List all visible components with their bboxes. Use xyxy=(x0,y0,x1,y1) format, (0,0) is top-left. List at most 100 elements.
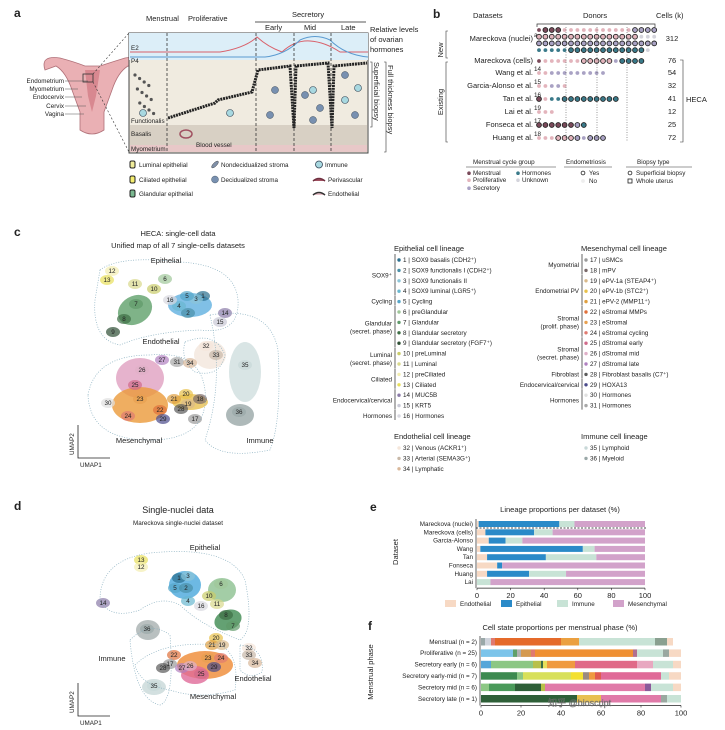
cell-type-name: SOX9 functionalis I (CDH2⁺) xyxy=(412,267,492,274)
donor-dot xyxy=(568,122,574,128)
cluster-region xyxy=(156,414,170,424)
cluster-region xyxy=(214,653,228,663)
cell-type-id: 8 xyxy=(403,330,407,337)
separator: | xyxy=(407,319,412,326)
cell-type-name: Hormones xyxy=(602,392,631,399)
cluster-label: 34 xyxy=(186,360,194,367)
bar-segment xyxy=(589,672,595,680)
lineage-label-epithelial: Epithelial xyxy=(190,543,221,552)
bar-segment xyxy=(481,683,489,692)
dataset-name: Garcia-Alonso et al. xyxy=(467,81,533,90)
cluster-label: 29 xyxy=(159,416,167,423)
cell-type-name: Luminal xyxy=(415,361,437,368)
donor-dot xyxy=(632,27,638,33)
separator: | xyxy=(407,278,412,285)
donor-dot xyxy=(638,27,645,33)
bar-segment xyxy=(533,660,541,669)
cell-type-name: eStromal cycling xyxy=(602,330,649,337)
cluster-label: 2 xyxy=(184,585,188,592)
cluster-blob xyxy=(116,358,164,398)
bar-segment xyxy=(579,638,655,646)
donor-dot xyxy=(613,59,618,63)
cycle-legend-label: Unknown xyxy=(522,177,549,184)
cell-type-dot xyxy=(397,279,401,283)
bar-segment xyxy=(601,672,661,680)
separator: | xyxy=(597,330,602,337)
cluster-region xyxy=(134,562,148,572)
cluster-region xyxy=(158,274,172,284)
bar-segment xyxy=(543,660,547,669)
cell-type-label: 34 | Lymphatic xyxy=(403,466,444,473)
legend-title-immune: Immune cell lineage xyxy=(581,432,648,441)
cell-type-dot xyxy=(584,310,588,314)
donor-dot xyxy=(568,40,574,47)
cluster-region xyxy=(248,658,262,668)
cycle-legend-dot xyxy=(467,186,471,190)
bar-segment xyxy=(515,683,541,692)
legend-swatch xyxy=(613,600,624,607)
legend-swatch xyxy=(501,600,512,607)
myometrium-layer xyxy=(130,145,367,152)
cell-type-id: 4 xyxy=(403,288,407,295)
bar-segment xyxy=(502,562,645,569)
legend-label: Nondecidualized stroma xyxy=(221,162,289,169)
donor-dot xyxy=(537,59,541,63)
cell-type-dot xyxy=(584,372,588,377)
cluster-label: 18 xyxy=(196,396,204,403)
cell-type-dot xyxy=(397,289,401,293)
cluster-region xyxy=(232,407,246,417)
shed-cell xyxy=(149,97,153,102)
cluster-label: 23 xyxy=(136,396,144,403)
cell-type-dot xyxy=(584,351,588,356)
donor-dot xyxy=(593,47,600,53)
donor-dot xyxy=(625,40,632,47)
cluster-label: 19 xyxy=(218,642,226,649)
cell-type-id: 23 xyxy=(590,319,598,326)
square-icon xyxy=(627,178,633,184)
dataset-ref: 18 xyxy=(534,131,542,138)
cluster-label: 35 xyxy=(150,683,158,690)
bar-segment xyxy=(477,570,488,577)
cell-type-dot xyxy=(397,331,401,335)
endometrium-shape xyxy=(85,70,100,112)
donor-dot xyxy=(569,71,573,75)
cell-type-name: Lymphatic xyxy=(415,466,443,473)
cluster-region xyxy=(183,661,197,671)
donor-dot xyxy=(542,122,549,128)
separator: | xyxy=(597,267,602,274)
cell-type-id: 33 xyxy=(403,455,411,462)
bar-segment xyxy=(637,649,663,657)
cluster-region xyxy=(155,355,169,365)
cell-type-dot xyxy=(584,403,588,408)
donor-dot xyxy=(542,33,549,40)
donor-dot xyxy=(549,59,554,63)
donor-dot xyxy=(626,28,631,32)
decidualized-stroma-cell xyxy=(271,86,279,94)
cluster-label: 34 xyxy=(251,660,259,667)
cell-type-label: 12 | preCiliated xyxy=(403,371,446,378)
bar-segment xyxy=(673,683,681,692)
donor-dot xyxy=(574,47,581,53)
donor-dot xyxy=(594,28,599,32)
cluster-label: 13 xyxy=(137,557,145,564)
shed-cell xyxy=(142,104,146,109)
cell-type-label: 9 | Glandular secretory (FGF7⁺) xyxy=(403,340,492,347)
donor-dot xyxy=(555,33,562,40)
bar-segment xyxy=(667,695,681,703)
cluster-label: 21 xyxy=(170,396,178,403)
cluster-label: 5 xyxy=(173,585,177,592)
cluster-region xyxy=(167,394,181,404)
cell-type-label: 31 | Hormones xyxy=(590,403,631,410)
bar-segment xyxy=(477,579,491,586)
separator: | xyxy=(597,371,602,378)
endometriosis-legend-dot xyxy=(581,179,585,183)
cell-type-dot xyxy=(584,456,588,461)
cluster-region xyxy=(213,317,227,327)
separator: | xyxy=(410,392,415,399)
donor-dot xyxy=(606,33,613,40)
donor-dot xyxy=(613,28,618,32)
cluster-blob xyxy=(117,294,153,326)
cluster-label: 33 xyxy=(245,652,253,659)
bar-segment xyxy=(490,579,645,586)
donor-dot xyxy=(619,47,626,53)
